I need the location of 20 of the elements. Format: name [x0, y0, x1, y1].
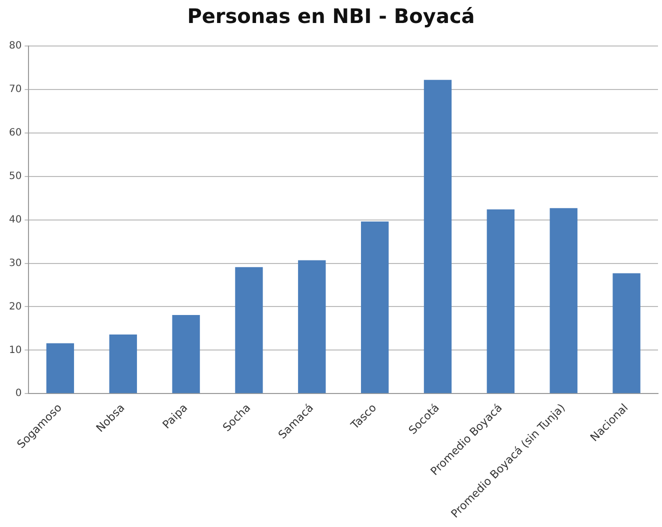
bar	[486, 209, 515, 394]
bar	[612, 273, 640, 394]
y-tick-label: 0	[15, 388, 22, 400]
chart-title: Personas en NBI - Boyacá	[186, 4, 476, 28]
bar	[172, 314, 200, 394]
y-tick-label: 10	[8, 344, 22, 356]
y-tick-label: 60	[8, 127, 22, 138]
bar	[46, 343, 74, 394]
bar	[360, 222, 389, 394]
y-tick-label: 40	[8, 214, 22, 226]
y-tick-label: 20	[8, 301, 22, 312]
bar	[550, 208, 578, 394]
y-tick-label: 80	[8, 40, 22, 52]
bar	[424, 80, 452, 394]
y-tick-label: 50	[8, 170, 22, 182]
bar	[298, 260, 326, 394]
bar	[235, 267, 263, 394]
y-tick-label: 30	[8, 258, 22, 269]
bar	[109, 334, 137, 394]
y-tick-label: 70	[8, 84, 22, 96]
